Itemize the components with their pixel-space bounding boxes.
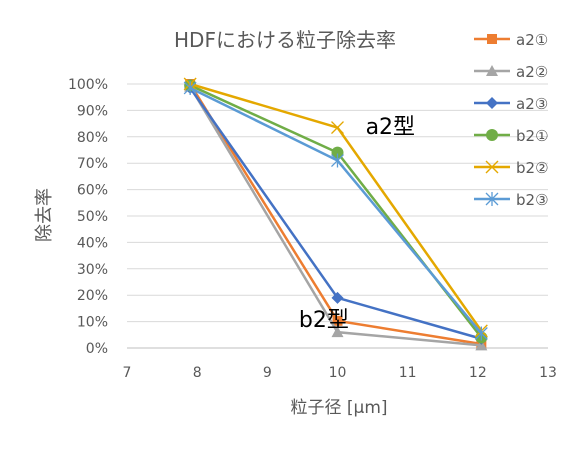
y-tick-label: 10% bbox=[77, 315, 108, 331]
legend-marker bbox=[486, 97, 498, 109]
series-a2③ bbox=[184, 81, 488, 345]
data-point bbox=[331, 153, 344, 168]
x-tick-label: 12 bbox=[469, 365, 487, 381]
data-series bbox=[183, 77, 488, 351]
y-tick-label: 100% bbox=[68, 77, 108, 93]
chart-title: HDFにおける粒子除去率 bbox=[174, 28, 396, 52]
y-tick-label: 30% bbox=[77, 262, 108, 278]
legend-item: b2① bbox=[474, 127, 549, 145]
y-tick-label: 60% bbox=[77, 183, 108, 199]
data-point bbox=[183, 80, 197, 95]
data-point bbox=[475, 339, 488, 351]
annotation-label: b2型 bbox=[299, 308, 349, 333]
legend-label: b2③ bbox=[516, 191, 549, 209]
legend-label: a2① bbox=[516, 31, 548, 49]
data-point bbox=[474, 326, 488, 341]
chart-annotations: a2型 b2型 bbox=[299, 115, 415, 333]
gridlines bbox=[127, 83, 548, 323]
annotation-label: a2型 bbox=[366, 115, 415, 140]
legend-marker bbox=[486, 129, 498, 141]
y-tick-label: 50% bbox=[77, 209, 108, 225]
y-tick-label: 0% bbox=[86, 341, 108, 357]
legend-marker bbox=[487, 34, 497, 44]
y-tick-labels: 0% 10% 20% 30% 40% 50% 60% 70% 80% 90% 100% bbox=[68, 77, 108, 357]
legend-label: a2③ bbox=[516, 95, 548, 113]
legend-item: b2② bbox=[474, 159, 549, 177]
legend-marker bbox=[485, 192, 499, 206]
data-point bbox=[332, 315, 343, 326]
x-tick-label: 11 bbox=[399, 365, 417, 381]
y-tick-label: 20% bbox=[77, 288, 108, 304]
data-point bbox=[331, 326, 344, 338]
y-tick-label: 90% bbox=[77, 103, 108, 119]
x-axis-label: 粒子径 [μm] bbox=[290, 398, 387, 418]
legend-label: a2② bbox=[516, 63, 548, 81]
legend-item: a2③ bbox=[474, 95, 548, 113]
series-b2① bbox=[184, 79, 488, 344]
legend-marker bbox=[486, 65, 498, 76]
chart-legend: a2① a2② a2③ b2① b2② b2③ bbox=[474, 31, 549, 209]
legend-label: b2② bbox=[516, 159, 549, 177]
x-tick-label: 8 bbox=[193, 365, 202, 381]
x-tick-label: 7 bbox=[123, 365, 132, 381]
legend-label: b2① bbox=[516, 127, 549, 145]
x-tick-label: 10 bbox=[329, 365, 347, 381]
legend-item: b2③ bbox=[474, 191, 549, 209]
legend-item: a2② bbox=[474, 63, 548, 81]
series-line bbox=[189, 83, 482, 346]
legend-marker bbox=[485, 160, 499, 174]
x-tick-labels: 7 8 9 10 11 12 13 bbox=[123, 365, 557, 381]
x-tick-label: 9 bbox=[263, 365, 272, 381]
series-b2③ bbox=[183, 80, 488, 341]
y-axis-label: 除去率 bbox=[34, 188, 55, 242]
y-tick-label: 80% bbox=[77, 130, 108, 146]
y-tick-label: 40% bbox=[77, 235, 108, 251]
y-tick-label: 70% bbox=[77, 156, 108, 172]
data-point bbox=[331, 291, 344, 304]
legend-item: a2① bbox=[474, 31, 548, 49]
data-point bbox=[331, 121, 344, 135]
data-point bbox=[331, 146, 344, 159]
x-tick-label: 13 bbox=[539, 365, 557, 381]
